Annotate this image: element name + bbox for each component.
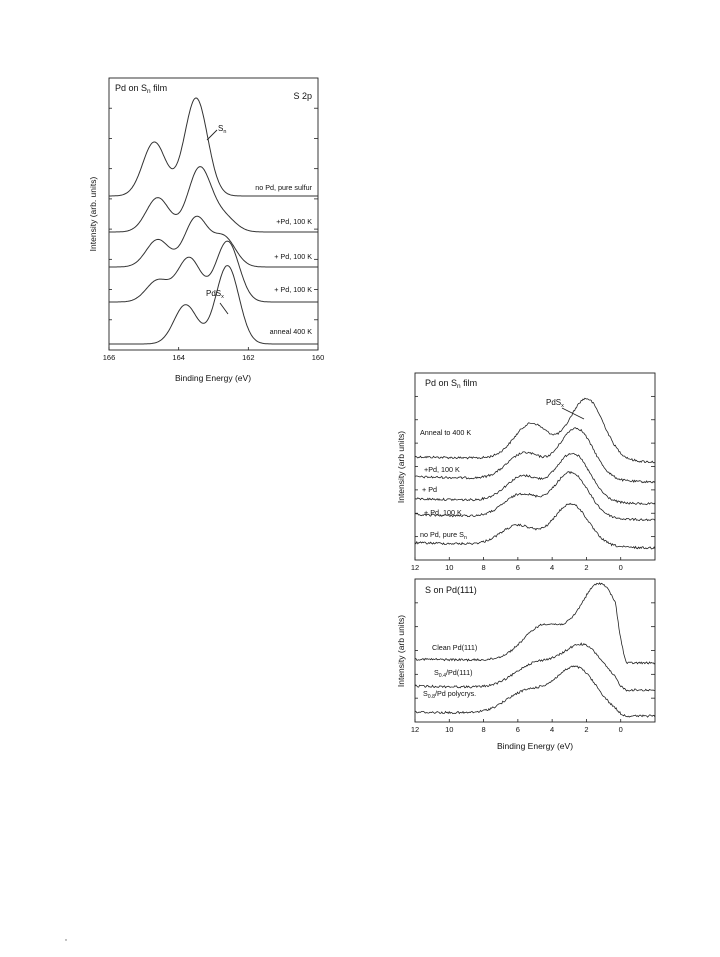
s2p-title-prefix: Pd on S: [115, 83, 147, 93]
s2p-trace-4: [109, 265, 318, 345]
valence-pd-panel: Pd on Sn film 12 10 8 6 4 2 0 Anneal to 400 K +…: [396, 372, 656, 572]
valence-pd-trace-4: [414, 502, 656, 550]
s2p-trace-1: [109, 166, 318, 233]
s2p-series-label-1: +Pd, 100 K: [276, 217, 312, 226]
valence-pd-x-tick-label-2: 8: [481, 563, 485, 572]
s2p-subtitle: S 2p: [293, 91, 312, 101]
valence-pd-trace-0: [414, 397, 656, 464]
valence-s-x-tick-label-2: 8: [481, 725, 485, 734]
valence-pd-x-tick-label-1: 10: [445, 563, 453, 572]
valence-pd-trace-3: [415, 470, 656, 522]
valence-s-panel: S on Pd(111) 12 10 8 6 4 2 0 Clean Pd(111) S0.4…: [396, 578, 656, 751]
valence-pd-x-tick-label-4: 4: [550, 563, 554, 572]
valence-s-y-axis-label: Intensity (arb units): [396, 615, 406, 687]
valence-s-x-tick-label-1: 10: [445, 725, 453, 734]
page-dot: [65, 939, 67, 941]
valence-pd-series-label-2: + Pd: [422, 485, 437, 494]
s2p-title: Pd on Sn film: [115, 83, 167, 95]
valence-pd-series-label-3: + Pd, 100 K: [424, 508, 462, 517]
valence-pd-x-tick-label-6: 0: [619, 563, 623, 572]
s2p-traces: [109, 97, 318, 345]
s2p-trace-2: [109, 215, 318, 268]
s2p-title-sub: n: [147, 88, 151, 95]
valence-s-series-label-1: S0.4/Pd(111): [434, 668, 473, 679]
valence-pd-title: Pd on Sn film: [425, 378, 477, 390]
valence-pd-title-suffix: film: [461, 378, 478, 388]
valence-pd-x-tick-label-3: 6: [516, 563, 520, 572]
valence-s-series-labels: Clean Pd(111) S0.4/Pd(111) S0.8/Pd polycry…: [423, 643, 477, 700]
valence-s-x-tick-label-4: 4: [550, 725, 554, 734]
s2p-x-tick-label-0: 166: [103, 353, 116, 362]
s2p-y-ticks: [109, 107, 318, 321]
s2p-trace-0: [109, 97, 318, 197]
s2p-series-label-4: anneal 400 K: [270, 327, 313, 336]
valence-s-x-ticks: 12 10 8 6 4 2 0: [411, 719, 623, 734]
valence-s-trace-2: [414, 665, 656, 718]
valence-s-x-tick-label-6: 0: [619, 725, 623, 734]
valence-pd-title-sub: n: [457, 383, 461, 390]
s2p-trace-3: [109, 240, 318, 303]
valence-pd-annotation-pdsx: PdSx: [546, 398, 585, 420]
valence-pd-y-ticks: [415, 395, 655, 538]
valence-s-x-tick-label-0: 12: [411, 725, 419, 734]
valence-s-trace-0: [414, 582, 656, 665]
valence-s-x-axis-label: Binding Energy (eV): [497, 741, 573, 751]
valence-s-series-label-0: Clean Pd(111): [432, 643, 477, 652]
valence-pd-series-labels: Anneal to 400 K +Pd, 100 K + Pd + Pd, 100 K…: [420, 428, 471, 541]
valence-pdsx-leader-line: [561, 407, 585, 420]
valence-pd-trace-2: [414, 452, 656, 506]
valence-s-trace-1: [414, 642, 656, 692]
s2p-plot-frame: [108, 77, 319, 351]
valence-pd-series-label-4: no Pd, pure Sn: [420, 530, 467, 541]
s2p-pdsx-leader-line: [219, 302, 229, 315]
s2p-x-tick-label-2: 162: [242, 353, 255, 362]
valence-pd-x-tick-label-0: 12: [411, 563, 419, 572]
valence-s-x-tick-label-5: 2: [584, 725, 588, 734]
valence-pd-title-prefix: Pd on S: [425, 378, 457, 388]
valence-s-x-tick-label-3: 6: [516, 725, 520, 734]
valence-s-traces: [414, 582, 656, 718]
valence-pd-x-tick-label-5: 2: [584, 563, 588, 572]
s2p-series-label-2: + Pd, 100 K: [274, 252, 312, 261]
valence-pd-series-label-1: +Pd, 100 K: [424, 465, 460, 474]
s2p-title-suffix: film: [151, 83, 168, 93]
s2p-series-label-0: no Pd, pure sulfur: [255, 183, 312, 192]
s2p-y-axis-label: Intensity (arb. units): [88, 177, 98, 252]
s2p-panel: Pd on Sn film S 2p 166 164 162 160 no Pd, p…: [88, 77, 325, 383]
valence-s-series-label-2: S0.8/Pd polycrys.: [423, 689, 476, 700]
s2p-series-labels: no Pd, pure sulfur +Pd, 100 K + Pd, 100 K +…: [255, 183, 312, 336]
valence-pd-traces: [414, 397, 656, 550]
s2p-series-label-3: + Pd, 100 K: [274, 285, 312, 294]
s2p-sn-leader-line: [206, 129, 218, 141]
s2p-x-ticks: 166 164 162 160: [103, 347, 325, 362]
valence-s-y-ticks: [415, 602, 655, 699]
s2p-annotation-pdsx: PdSx: [206, 289, 229, 315]
s2p-x-tick-label-1: 164: [172, 353, 185, 362]
valence-s-title: S on Pd(111): [425, 585, 477, 595]
s2p-x-axis-label: Binding Energy (eV): [175, 373, 251, 383]
valence-pd-x-ticks: 12 10 8 6 4 2 0: [411, 557, 623, 572]
valence-pd-y-axis-label: Intensity (arb units): [396, 431, 406, 503]
s2p-pdsx-label: PdSx: [206, 289, 224, 300]
valence-pd-trace-1: [414, 427, 656, 484]
valence-pdsx-label: PdSx: [546, 398, 564, 409]
valence-pd-series-label-0: Anneal to 400 K: [420, 428, 471, 437]
s2p-sn-label: Sn: [218, 124, 226, 135]
s2p-x-tick-label-3: 160: [312, 353, 325, 362]
s2p-annotation-sn: Sn: [206, 124, 226, 141]
